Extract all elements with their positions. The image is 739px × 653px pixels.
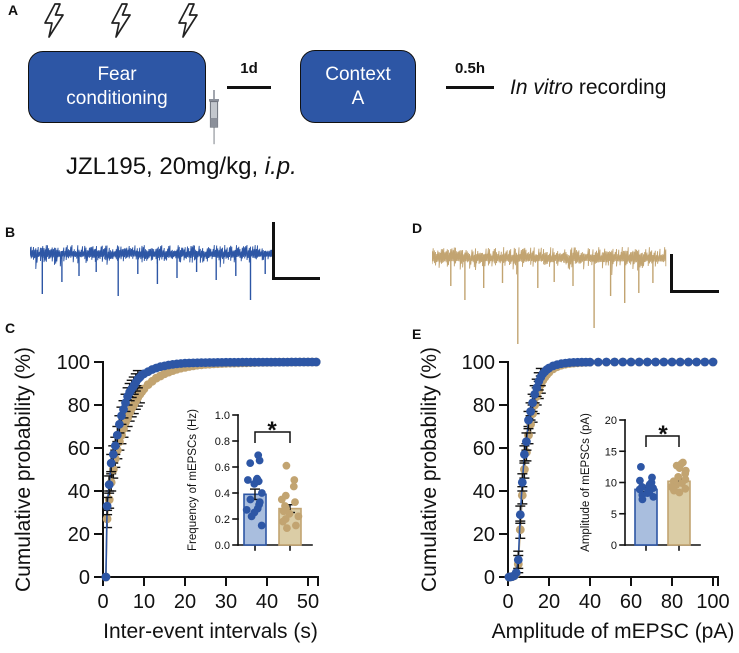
svg-text:5: 5 xyxy=(611,509,617,521)
injection-text: JZL195, 20mg/kg, xyxy=(66,153,265,180)
trace-waveform xyxy=(432,246,667,344)
svg-text:20: 20 xyxy=(605,415,617,427)
scale-bar-b xyxy=(272,222,320,280)
svg-text:50: 50 xyxy=(297,591,319,613)
significance-asterisk: * xyxy=(658,421,668,448)
svg-text:40: 40 xyxy=(473,481,495,503)
svg-text:0: 0 xyxy=(502,591,513,613)
trace-waveform xyxy=(30,244,275,300)
svg-text:0: 0 xyxy=(611,540,617,552)
interval-1d-line xyxy=(227,86,271,89)
mepsc-trace-blue xyxy=(30,244,275,300)
svg-text:10: 10 xyxy=(605,478,617,490)
lightning-bolt-icon xyxy=(44,3,64,38)
svg-text:0.2: 0.2 xyxy=(215,514,230,526)
svg-text:10: 10 xyxy=(133,591,155,613)
svg-text:80: 80 xyxy=(473,395,495,417)
significance-asterisk: * xyxy=(267,417,277,444)
significance-bracket xyxy=(645,435,680,447)
svg-text:40: 40 xyxy=(256,591,278,613)
panel-b-label: B xyxy=(5,224,16,240)
cumulative-probability-chart-c: 0 20 40 60 80 100 0 10 20 30 40 50 Inter-event inter… xyxy=(12,347,321,643)
invitro-recording-label: In vitro recording xyxy=(510,76,666,100)
x-axis-title: Amplitude of mEPSC (pA) xyxy=(492,620,735,643)
context-a-box: Context A xyxy=(300,50,416,123)
svg-text:1.0: 1.0 xyxy=(215,410,230,422)
svg-text:15: 15 xyxy=(605,446,617,458)
interval-05h-line xyxy=(446,86,494,89)
panel-e-label: E xyxy=(412,326,422,342)
inset-e_inset: 0 5 10 15 20 Amplitude of mEPSCs (pA) * xyxy=(580,413,701,552)
svg-text:100: 100 xyxy=(462,352,495,374)
interval-1d-label: 1d xyxy=(240,60,258,77)
series-blue xyxy=(504,357,718,582)
lightning-bolt-icon xyxy=(111,3,131,38)
y-axis-title: Cumulative probability (%) xyxy=(418,347,441,592)
svg-text:60: 60 xyxy=(68,438,90,460)
significance-bracket xyxy=(254,431,291,443)
svg-text:0.6: 0.6 xyxy=(215,462,230,474)
svg-text:0: 0 xyxy=(79,567,90,589)
svg-text:20: 20 xyxy=(473,524,495,546)
scale-bar-d xyxy=(670,254,719,293)
context-a-line2: A xyxy=(351,87,365,109)
svg-text:80: 80 xyxy=(661,591,683,613)
interval-05h-label: 0.5h xyxy=(454,60,485,77)
svg-text:0.0: 0.0 xyxy=(215,540,230,552)
svg-text:0: 0 xyxy=(484,567,495,589)
panel-a-label: A xyxy=(8,2,19,18)
mepsc-trace-tan xyxy=(432,246,667,344)
invitro-italic: In vitro xyxy=(510,76,574,99)
x-axis-title: Inter-event intervals (s) xyxy=(103,620,318,643)
context-a-line1: Context xyxy=(325,63,391,85)
svg-text:80: 80 xyxy=(68,395,90,417)
svg-text:30: 30 xyxy=(215,591,237,613)
injection-text-italic: i.p. xyxy=(264,153,297,180)
recording-rest: recording xyxy=(573,76,667,99)
svg-text:40: 40 xyxy=(579,591,601,613)
inset-c_inset: 0.0 0.2 0.4 0.6 0.8 1.0 Frequency of mEPSCs (H… xyxy=(187,409,313,552)
fear-conditioning-line2: conditioning xyxy=(66,88,168,109)
series-blue xyxy=(101,357,321,582)
svg-text:20: 20 xyxy=(174,591,196,613)
inset-y-axis-title: Amplitude of mEPSCs (pA) xyxy=(580,413,592,552)
svg-text:20: 20 xyxy=(538,591,560,613)
svg-text:0.4: 0.4 xyxy=(215,488,230,500)
inset-y-axis-title: Frequency of mEPSCs (Hz) xyxy=(187,409,199,551)
svg-text:60: 60 xyxy=(620,591,642,613)
panel-c-label: C xyxy=(5,320,16,336)
panel-d-label: D xyxy=(412,220,423,236)
svg-text:20: 20 xyxy=(68,524,90,546)
svg-text:100: 100 xyxy=(57,352,90,374)
syringe-icon xyxy=(209,90,219,145)
y-axis-title: Cumulative probability (%) xyxy=(12,347,35,592)
svg-text:0.8: 0.8 xyxy=(215,436,230,448)
svg-text:40: 40 xyxy=(68,481,90,503)
svg-text:60: 60 xyxy=(473,438,495,460)
injection-label: JZL195, 20mg/kg, i.p. xyxy=(66,153,297,181)
axes-c_main: 0 20 40 60 80 100 0 10 20 30 40 50 Inter-event inter… xyxy=(12,347,319,643)
fear-conditioning-line1: Fear xyxy=(97,64,137,86)
svg-text:0: 0 xyxy=(97,591,108,613)
fear-conditioning-box: Fear conditioning xyxy=(28,51,206,123)
lightning-bolt-icon xyxy=(178,3,198,38)
svg-text:100: 100 xyxy=(696,591,729,613)
